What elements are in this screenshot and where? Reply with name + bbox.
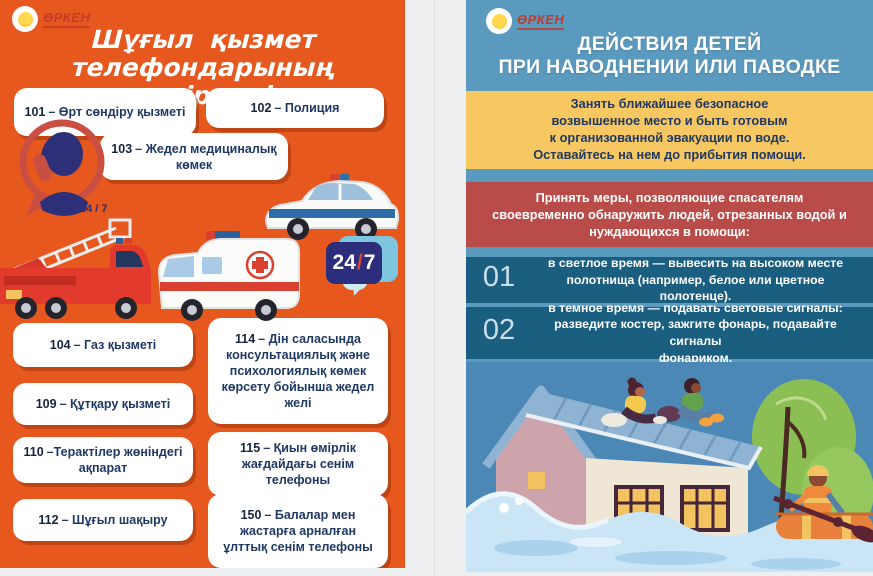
orken-logo: ӨРКЕН (486, 8, 565, 34)
phone-number: 101 (24, 105, 46, 119)
page-divider (434, 0, 435, 576)
phone-card-103: 103– Жедел медициналық көмек (100, 133, 288, 180)
phone-label: – Дін саласында консультациялық және пси… (221, 332, 375, 410)
brand-name: ӨРКЕН (43, 9, 91, 28)
phone-number: 150 (240, 508, 262, 522)
phone-number: 109 (35, 397, 57, 411)
step-number: 02 (482, 313, 516, 346)
phone-card-150: 150– Балалар мен жастарға арналған ұлтты… (208, 494, 388, 568)
flood-scene-illustration (466, 362, 873, 572)
phone-card-101: 101– Өрт сөндіру қызметі (14, 88, 196, 136)
phone-label: – Құтқару қызметі (59, 397, 171, 411)
phone-number: 102 (250, 101, 272, 115)
step-number: 01 (482, 260, 516, 293)
phone-label: – Балалар мен жастарға арналған ұлттық с… (223, 508, 373, 554)
phone-card-109: 109– Құтқару қызметі (13, 383, 193, 425)
poster-title: ДЕЙСТВИЯ ДЕТЕЙ ПРИ НАВОДНЕНИИ ИЛИ ПАВОДК… (498, 33, 841, 78)
phone-label: – Газ қызметі (73, 338, 157, 352)
ambulance-illustration (157, 231, 300, 321)
step-text: в светлое время — вывесить на высоком ме… (547, 256, 844, 304)
phone-number: 115 (240, 441, 261, 455)
poster-flood-actions-ru: ӨРКЕН ДЕЙСТВИЯ ДЕТЕЙ ПРИ НАВОДНЕНИИ ИЛИ … (466, 0, 873, 572)
phone-label: – Шұғыл шақыру (61, 513, 168, 527)
phone-card-104: 104– Газ қызметі (13, 323, 193, 367)
step-02: 02 в темное время — подавать световые си… (466, 301, 873, 365)
step-01: 01 в светлое время — вывесить на высоком… (466, 256, 873, 304)
people-on-roof (601, 377, 724, 427)
phone-card-102: 102– Полиция (206, 88, 384, 128)
phone-label: – Полиция (274, 101, 340, 115)
police-car-illustration (264, 174, 400, 240)
operator-24-7-label: 24 / 7 (48, 203, 108, 215)
phone-number: 110 (23, 445, 44, 459)
phone-number: 104 (49, 338, 71, 352)
rescuer-in-boat (773, 465, 873, 543)
phone-number: 112 (38, 513, 59, 527)
brand-text: ӨРКЕН (517, 11, 565, 27)
fire-truck-illustration (0, 218, 151, 319)
phone-label: – Қиын өмірлік жағдайдағы сенім телефоны (241, 441, 356, 487)
phone-number: 103 (111, 141, 133, 156)
brand-name: ӨРКЕН (517, 11, 565, 30)
sun-logo-icon (486, 8, 512, 34)
phone-card-110: 110 –Терактілер жөніндегі ақпарат (13, 437, 193, 483)
phone-card-112: 112– Шұғыл шақыру (13, 499, 193, 541)
sun-logo-icon (12, 6, 38, 32)
phone-label: – Өрт сөндіру қызметі (48, 105, 186, 119)
orken-logo: ӨРКЕН (12, 6, 91, 32)
phone-number: 114 (234, 332, 256, 346)
phone-card-115: 115– Қиын өмірлік жағдайдағы сенім телеф… (208, 432, 388, 496)
badge-plate: 24/7 (326, 242, 382, 284)
phone-label: –Терактілер жөніндегі ақпарат (46, 445, 183, 475)
measures-band: Принять меры, позволяющие спасателям сво… (466, 182, 873, 247)
phone-label: – Жедел медициналық көмек (135, 141, 277, 172)
step-text: в темное время — подавать световые сигна… (548, 300, 843, 365)
phone-card-114: 114– Дін саласында консультациялық және … (208, 318, 388, 424)
brand-text: ӨРКЕН (43, 9, 91, 25)
badge-24-7: 24/7 (322, 232, 402, 308)
advice-band: Занять ближайшее безопасное возвышенное … (466, 91, 873, 169)
poster-emergency-numbers-kk: ӨРКЕН Шұғыл қызмет телефондарының нөмірл… (0, 0, 405, 568)
